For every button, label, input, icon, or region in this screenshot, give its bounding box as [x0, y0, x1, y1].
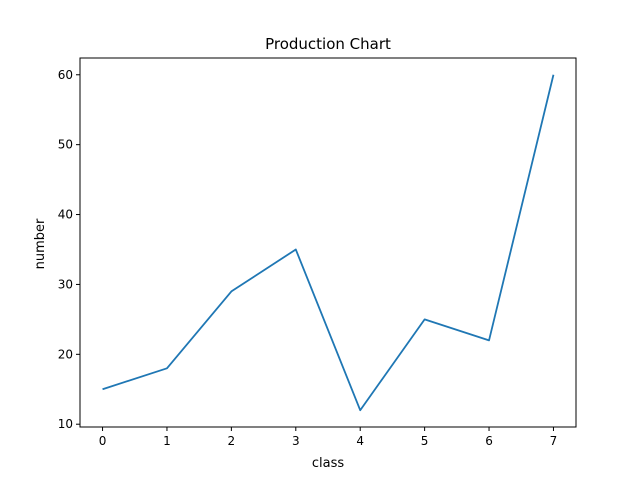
x-tick-label: 1: [163, 434, 171, 448]
series-line: [102, 74, 555, 412]
x-axis-label: class: [312, 456, 344, 471]
x-tick-label: 0: [99, 434, 107, 448]
axes-frame: [79, 57, 577, 428]
y-tick-label: 40: [58, 208, 73, 222]
x-tick-label: 4: [356, 434, 364, 448]
x-tick-label: 2: [228, 434, 236, 448]
y-tick-label: 30: [58, 277, 73, 291]
chart-title: Production Chart: [265, 35, 391, 53]
x-tick-label: 6: [485, 434, 493, 448]
y-tick-label: 20: [58, 347, 73, 361]
y-tick-label: 50: [58, 138, 73, 152]
y-tick-label: 10: [58, 417, 73, 431]
y-tick-label: 60: [58, 68, 73, 82]
y-axis-label: number: [33, 218, 48, 269]
x-tick-label: 5: [421, 434, 429, 448]
x-tick-label: 7: [550, 434, 558, 448]
x-tick-label: 3: [292, 434, 300, 448]
plot-area: 0 1 2 3 4 5 6 7 10 20 30 40 50 60: [58, 57, 577, 448]
